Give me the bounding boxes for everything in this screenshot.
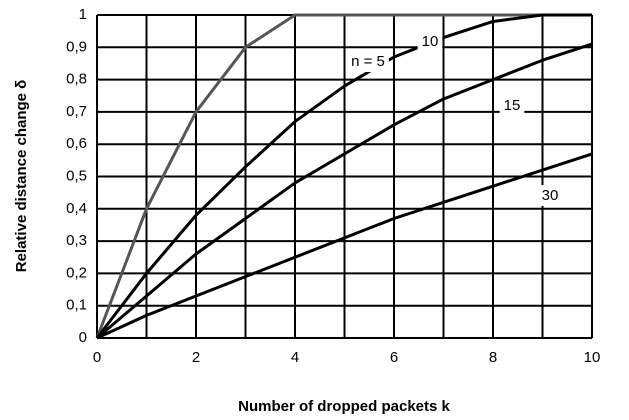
series-line <box>95 13 592 339</box>
y-tick-label: 0 <box>79 329 87 346</box>
y-tick-label: 0,9 <box>66 38 87 55</box>
y-tick-label: 0,7 <box>66 103 87 120</box>
series-label: 10 <box>422 33 439 50</box>
y-tick-label: 0,6 <box>66 135 87 152</box>
series-label: 15 <box>504 97 521 114</box>
label-background <box>347 50 389 72</box>
series-label: n = 5 <box>351 53 385 70</box>
y-tick-label: 0,2 <box>66 264 87 281</box>
label-background <box>417 30 443 52</box>
x-tick-label: 6 <box>390 349 398 366</box>
series-line <box>96 152 593 340</box>
y-tick-label: 0,4 <box>66 200 87 217</box>
x-axis-title: Number of dropped packets k <box>238 398 450 415</box>
x-tick-label: 0 <box>93 349 101 366</box>
label-background <box>537 184 563 206</box>
x-tick-label: 4 <box>291 349 299 366</box>
x-tick-label: 10 <box>584 349 601 366</box>
y-tick-label: 0,8 <box>66 71 87 88</box>
y-axis-title: Relative distance change δ <box>13 80 30 273</box>
label-background <box>499 94 525 116</box>
series-label: 30 <box>542 187 559 204</box>
x-tick-label: 2 <box>192 349 200 366</box>
y-tick-label: 0,5 <box>66 167 87 184</box>
series-line <box>95 13 592 339</box>
x-tick-label: 8 <box>489 349 497 366</box>
series-line <box>96 42 593 340</box>
y-tick-label: 0,1 <box>66 297 87 314</box>
y-tick-label: 1 <box>79 6 87 23</box>
y-tick-label: 0,3 <box>66 232 87 249</box>
